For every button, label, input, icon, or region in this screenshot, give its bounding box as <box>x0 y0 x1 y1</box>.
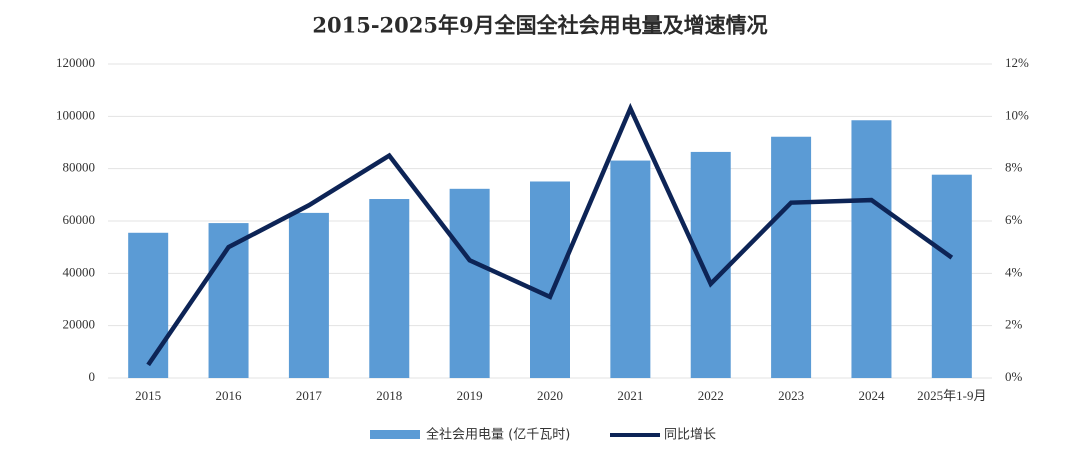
x-tick-label: 2021 <box>617 388 643 403</box>
left-tick-label: 80000 <box>63 160 96 175</box>
left-tick-label: 20000 <box>63 317 96 332</box>
right-tick-label: 10% <box>1005 107 1029 122</box>
left-tick-label: 120000 <box>56 55 95 70</box>
x-tick-label: 2016 <box>216 388 243 403</box>
x-tick-label: 2024 <box>858 388 885 403</box>
right-tick-label: 2% <box>1005 317 1023 332</box>
left-tick-label: 40000 <box>63 264 96 279</box>
chart-title: 2015-2025年9月全国全社会用电量及增速情况 <box>312 13 767 38</box>
bar <box>449 188 490 378</box>
legend-bar-swatch <box>370 430 420 439</box>
bar <box>128 232 169 378</box>
x-tick-label: 2019 <box>457 388 483 403</box>
x-tick-label: 2017 <box>296 388 323 403</box>
bar-series <box>128 120 972 378</box>
left-axis: 0 20000 40000 60000 80000 100000 120000 <box>56 55 95 384</box>
right-tick-label: 8% <box>1005 160 1023 175</box>
x-tick-label: 2025年1-9月 <box>917 388 986 403</box>
line-series <box>146 102 954 367</box>
bar <box>530 181 570 378</box>
x-tick-label: 2022 <box>698 388 724 403</box>
legend: 全社会用电量 (亿千瓦时) 同比增长 <box>370 427 716 443</box>
legend-bar-label: 全社会用电量 (亿千瓦时) <box>426 427 570 443</box>
bar <box>771 136 812 378</box>
left-tick-label: 0 <box>89 369 96 384</box>
right-tick-label: 12% <box>1005 55 1029 70</box>
legend-line-label: 同比增长 <box>664 428 716 443</box>
bar <box>610 160 651 378</box>
bar <box>851 120 892 378</box>
right-tick-label: 0% <box>1005 369 1023 384</box>
bar <box>369 199 410 378</box>
left-tick-label: 60000 <box>63 212 96 227</box>
x-tick-label: 2015 <box>135 388 161 403</box>
x-tick-label: 2023 <box>778 388 804 403</box>
x-axis: 2015 2016 2017 2018 2019 2020 2021 2022 2023 2024… <box>135 388 986 403</box>
x-tick-label: 2018 <box>376 388 402 403</box>
right-axis: 0% 2% 4% 6% 8% 10% 12% <box>1005 55 1029 384</box>
x-tick-label: 2020 <box>537 388 563 403</box>
bar <box>288 212 329 378</box>
bar <box>690 151 731 378</box>
bar <box>931 174 972 378</box>
right-tick-label: 6% <box>1005 212 1023 227</box>
left-tick-label: 100000 <box>56 107 95 122</box>
right-tick-label: 4% <box>1005 264 1023 279</box>
growth-line <box>146 102 954 367</box>
